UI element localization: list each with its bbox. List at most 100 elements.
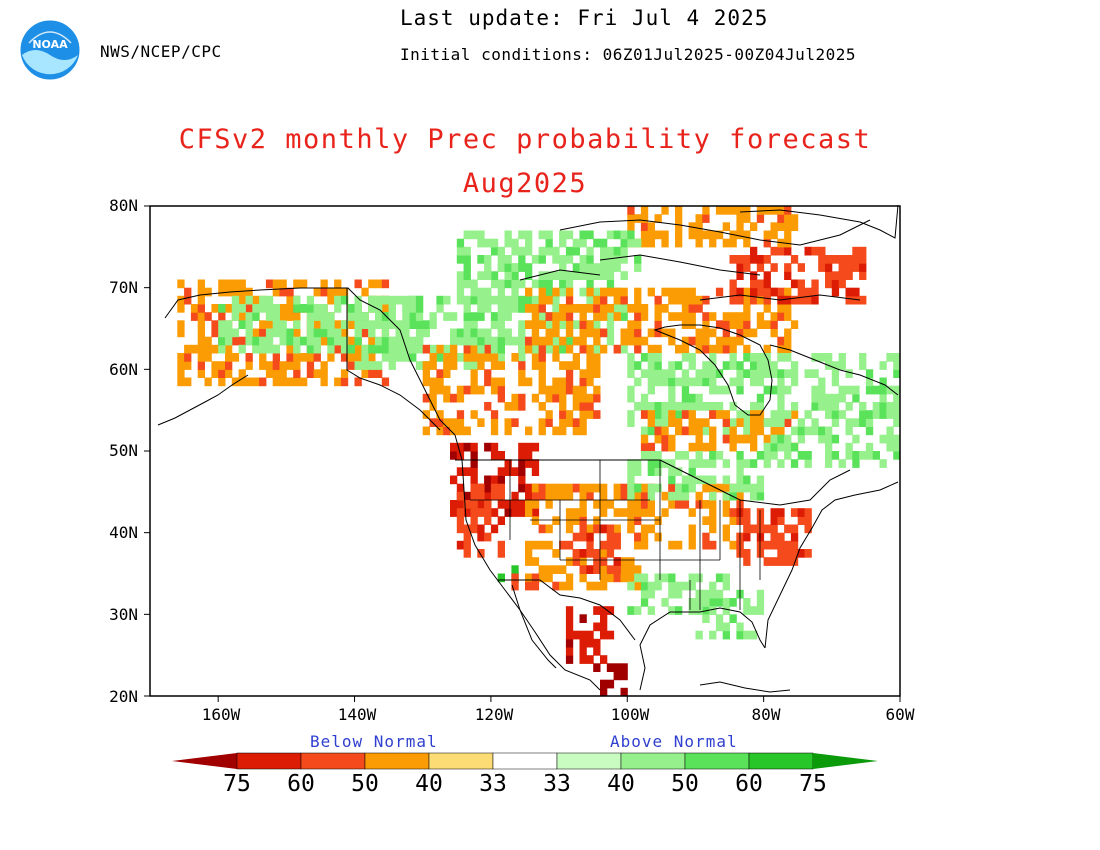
probability-cell [627, 581, 635, 591]
probability-cell [695, 598, 703, 607]
probability-cell [197, 344, 205, 354]
probability-cell [743, 263, 751, 272]
probability-cell [654, 426, 662, 436]
probability-cell [586, 246, 594, 256]
state-lines [470, 460, 761, 610]
probability-cell [381, 304, 390, 313]
probability-cell [688, 353, 696, 362]
probability-cell [197, 369, 205, 378]
probability-cell [784, 328, 792, 338]
probability-cell [334, 287, 342, 297]
probability-cell [736, 491, 744, 501]
probability-cell [620, 557, 628, 566]
legend-arrow-below-75 [172, 753, 237, 769]
probability-cell [245, 312, 253, 321]
probability-cell [620, 663, 628, 672]
probability-cell [552, 565, 560, 574]
probability-cell [777, 508, 785, 517]
probability-cell [627, 369, 635, 378]
probability-cell [334, 328, 342, 338]
probability-cell [593, 385, 601, 395]
probability-cell [559, 361, 567, 370]
probability-cell [675, 418, 683, 427]
probability-cell [606, 312, 615, 321]
legend-tick-above-40: 40 [607, 771, 635, 797]
probability-cell [695, 500, 703, 509]
probability-cell [627, 565, 635, 574]
probability-cell [688, 418, 696, 427]
probability-cell [702, 377, 710, 387]
probability-cell [565, 622, 574, 632]
probability-cell [279, 287, 287, 297]
probability-cell [756, 206, 765, 215]
probability-cell [790, 369, 799, 378]
chart-title: CFSv2 monthly Prec probability forecast [178, 124, 872, 155]
probability-cell [852, 287, 860, 297]
probability-cell [688, 377, 696, 387]
probability-cell [525, 295, 533, 305]
probability-cell [756, 369, 765, 378]
probability-cell [340, 377, 349, 387]
probability-cell [477, 500, 485, 509]
probability-cell [293, 369, 301, 378]
probability-cell [593, 304, 601, 313]
probability-cell [675, 361, 683, 370]
probability-cell [736, 222, 744, 231]
probability-cell [477, 491, 485, 501]
probability-cell [470, 287, 478, 297]
probability-cell [293, 344, 301, 354]
probability-cell [756, 287, 765, 297]
probability-cell [531, 442, 540, 452]
probability-cell [204, 287, 212, 297]
probability-cell [565, 287, 574, 297]
probability-cell [845, 295, 853, 305]
probability-cell [184, 353, 192, 362]
probability-cell [456, 271, 465, 280]
probability-cell [545, 271, 553, 280]
probability-cell [675, 344, 683, 354]
probability-cell [784, 304, 792, 313]
probability-cell [586, 263, 594, 272]
probability-cell [784, 451, 792, 460]
probability-cell [661, 442, 669, 452]
probability-cell [709, 353, 717, 362]
probability-cell [538, 279, 546, 289]
probability-cell [477, 230, 485, 240]
probability-cell [177, 377, 185, 387]
legend-swatch-below-33 [428, 752, 494, 770]
probability-cell [600, 287, 608, 297]
probability-cell [770, 328, 778, 338]
probability-cell [327, 320, 335, 329]
probability-cell [722, 336, 730, 346]
probability-cell [784, 230, 792, 240]
probability-cell [545, 540, 553, 550]
probability-cell [225, 328, 233, 338]
probability-cell [750, 377, 758, 387]
probability-cell [893, 353, 901, 362]
probability-cell [647, 451, 655, 460]
probability-cell [709, 385, 717, 395]
probability-cell [620, 565, 628, 574]
probability-cell [463, 442, 471, 452]
probability-cell [559, 418, 567, 427]
probability-cell [654, 320, 662, 329]
probability-cell [838, 255, 846, 264]
probability-cell [668, 402, 676, 411]
probability-cell [525, 451, 533, 460]
probability-cell [572, 304, 580, 313]
probability-cell [825, 271, 833, 280]
probability-cell [818, 393, 826, 403]
lat-label-20n: 20N [109, 687, 138, 706]
probability-cell [490, 442, 499, 452]
probability-cell [484, 344, 492, 354]
probability-cell [545, 279, 553, 289]
probability-cell [313, 287, 321, 297]
probability-cell [688, 573, 696, 583]
probability-cell [743, 230, 751, 240]
probability-cell [231, 336, 240, 346]
probability-cell [436, 369, 444, 378]
probability-cell [763, 353, 771, 362]
probability-cell [545, 328, 553, 338]
probability-cell [504, 230, 512, 240]
probability-cell [634, 606, 642, 615]
